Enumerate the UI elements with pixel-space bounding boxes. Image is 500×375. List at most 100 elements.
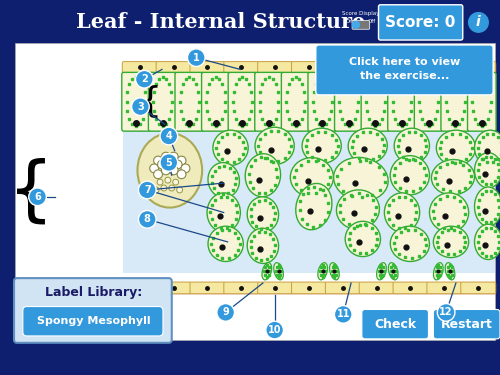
FancyBboxPatch shape	[427, 62, 462, 74]
Text: 11: 11	[336, 309, 350, 320]
Text: 4: 4	[166, 131, 172, 141]
Ellipse shape	[474, 130, 500, 165]
Ellipse shape	[208, 163, 240, 198]
FancyBboxPatch shape	[14, 278, 172, 343]
Circle shape	[438, 304, 455, 321]
Ellipse shape	[376, 262, 386, 280]
Circle shape	[170, 166, 178, 175]
Circle shape	[334, 306, 352, 323]
Circle shape	[165, 177, 171, 183]
Ellipse shape	[434, 226, 468, 258]
Circle shape	[162, 166, 170, 175]
FancyBboxPatch shape	[122, 282, 157, 294]
Circle shape	[169, 185, 174, 191]
Ellipse shape	[436, 130, 476, 165]
Ellipse shape	[318, 262, 328, 280]
Ellipse shape	[290, 158, 334, 197]
FancyBboxPatch shape	[202, 72, 230, 131]
Text: Click here to view
the exercise...: Click here to view the exercise...	[350, 57, 461, 81]
Ellipse shape	[432, 159, 474, 195]
Text: 9: 9	[222, 308, 229, 317]
Ellipse shape	[247, 197, 278, 232]
Circle shape	[138, 210, 156, 228]
Ellipse shape	[330, 262, 339, 280]
FancyBboxPatch shape	[393, 282, 428, 294]
FancyBboxPatch shape	[292, 282, 326, 294]
Circle shape	[162, 152, 170, 161]
FancyBboxPatch shape	[359, 62, 394, 74]
Text: 8: 8	[144, 214, 150, 224]
Circle shape	[138, 181, 156, 199]
Text: 3: 3	[137, 102, 144, 112]
Text: 2: 2	[141, 74, 148, 84]
FancyBboxPatch shape	[361, 72, 390, 131]
Ellipse shape	[474, 153, 500, 188]
FancyBboxPatch shape	[190, 282, 225, 294]
Text: Restart: Restart	[440, 318, 492, 331]
Ellipse shape	[213, 130, 248, 165]
Ellipse shape	[430, 193, 469, 232]
Circle shape	[28, 188, 46, 206]
Ellipse shape	[345, 221, 380, 256]
Bar	[10, 4, 500, 41]
Text: 6: 6	[34, 192, 41, 202]
Circle shape	[468, 13, 488, 32]
Ellipse shape	[274, 262, 283, 280]
Ellipse shape	[208, 226, 244, 261]
Text: 7: 7	[144, 185, 150, 195]
Text: 1: 1	[193, 53, 200, 63]
Circle shape	[217, 304, 234, 321]
Text: {: {	[8, 158, 54, 227]
FancyBboxPatch shape	[352, 21, 370, 29]
FancyBboxPatch shape	[308, 72, 336, 131]
FancyBboxPatch shape	[228, 72, 256, 131]
FancyBboxPatch shape	[393, 62, 428, 74]
Circle shape	[157, 179, 163, 185]
FancyBboxPatch shape	[378, 5, 463, 40]
Ellipse shape	[445, 262, 455, 280]
Text: Leaf - Internal Structure: Leaf - Internal Structure	[76, 12, 366, 32]
Circle shape	[160, 154, 178, 171]
Text: Label Library:: Label Library:	[45, 286, 142, 299]
Ellipse shape	[388, 262, 398, 280]
Ellipse shape	[348, 128, 388, 164]
Text: 5: 5	[166, 158, 172, 168]
Ellipse shape	[474, 224, 500, 260]
FancyBboxPatch shape	[441, 72, 470, 131]
Ellipse shape	[334, 158, 388, 201]
FancyBboxPatch shape	[292, 62, 326, 74]
Circle shape	[172, 179, 178, 185]
FancyBboxPatch shape	[414, 72, 443, 131]
Circle shape	[188, 49, 205, 66]
FancyBboxPatch shape	[468, 72, 496, 131]
FancyBboxPatch shape	[156, 282, 191, 294]
FancyBboxPatch shape	[224, 62, 258, 74]
Ellipse shape	[207, 193, 240, 232]
Circle shape	[150, 164, 158, 173]
Text: Off: Off	[368, 20, 376, 24]
FancyBboxPatch shape	[258, 282, 292, 294]
Ellipse shape	[390, 156, 430, 195]
Bar	[123, 283, 495, 293]
Text: On: On	[346, 20, 354, 24]
Circle shape	[181, 164, 190, 173]
Text: i: i	[476, 15, 481, 29]
Circle shape	[160, 127, 178, 145]
Circle shape	[176, 187, 182, 193]
Ellipse shape	[474, 187, 500, 226]
Circle shape	[170, 152, 178, 161]
FancyBboxPatch shape	[255, 72, 284, 131]
Bar	[15, 43, 495, 340]
Ellipse shape	[255, 127, 294, 165]
Circle shape	[177, 156, 186, 165]
Ellipse shape	[296, 183, 332, 230]
FancyBboxPatch shape	[326, 62, 360, 74]
Circle shape	[173, 160, 182, 169]
Circle shape	[177, 170, 186, 178]
Bar	[123, 72, 495, 131]
Circle shape	[158, 160, 166, 169]
Bar	[123, 131, 495, 273]
FancyBboxPatch shape	[326, 282, 360, 294]
FancyBboxPatch shape	[148, 72, 177, 131]
Bar	[123, 63, 495, 72]
